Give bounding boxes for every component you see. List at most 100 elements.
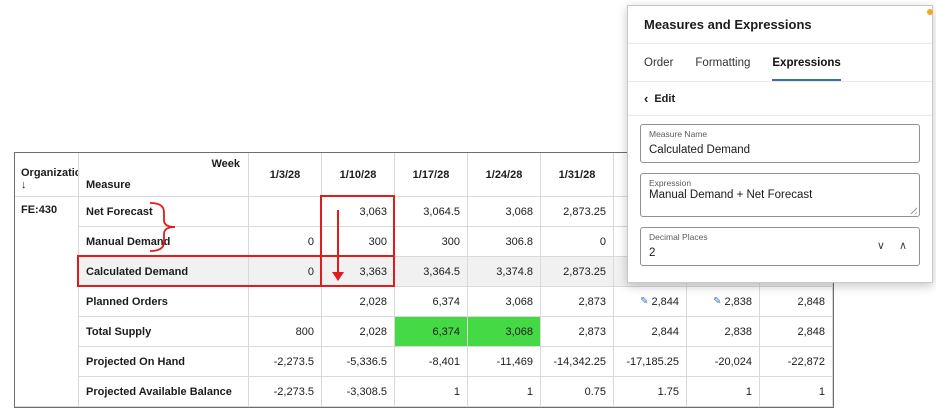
column-header[interactable]: 1/17/28 — [395, 153, 468, 197]
value-cell[interactable]: -2,273.5 — [249, 347, 322, 377]
tab-formatting[interactable]: Formatting — [695, 56, 751, 69]
measure-name-field[interactable]: Measure Name — [640, 124, 920, 163]
value-cell[interactable]: -11,469 — [468, 347, 541, 377]
measure-cell[interactable]: Total Supply — [79, 317, 249, 347]
value-cell[interactable]: 2,873 — [541, 287, 614, 317]
column-header[interactable]: 1/3/28 — [249, 153, 322, 197]
value-cell[interactable]: 3,374.8 — [468, 257, 541, 287]
value-cell[interactable]: 0.75 — [541, 377, 614, 407]
value-cell[interactable]: 6,374 — [395, 317, 468, 347]
firm-icon: ✎ — [713, 295, 722, 307]
value-cell[interactable]: -8,401 — [395, 347, 468, 377]
value-cell[interactable]: 800 — [249, 317, 322, 347]
value-cell[interactable]: 2,873 — [541, 317, 614, 347]
chevron-up-icon[interactable]: ∧ — [898, 240, 907, 252]
value-cell[interactable]: 3,364.5 — [395, 257, 468, 287]
value-cell[interactable]: 0 — [249, 227, 322, 257]
value-cell[interactable]: 3,363 — [322, 257, 395, 287]
value-cell[interactable]: 1 — [395, 377, 468, 407]
chevron-left-icon: ‹ — [644, 91, 649, 106]
value-cell[interactable]: 3,063 — [322, 197, 395, 227]
value-cell[interactable]: ✎ 2,844 — [614, 287, 687, 317]
measure-name-input[interactable] — [649, 144, 911, 156]
measure-cell[interactable]: Projected On Hand — [79, 347, 249, 377]
value-cell[interactable]: 2,028 — [322, 317, 395, 347]
value-cell[interactable] — [249, 287, 322, 317]
cell-value: 2,838 — [724, 295, 752, 308]
resize-handle-icon[interactable] — [908, 205, 917, 214]
value-cell[interactable]: -20,024 — [687, 347, 760, 377]
cell-value: 2,873.25 — [563, 205, 606, 218]
cell-value: 3,064.5 — [423, 205, 460, 218]
value-cell[interactable]: 2,844 — [614, 317, 687, 347]
value-cell[interactable]: ✎ 2,838 — [687, 287, 760, 317]
value-cell[interactable]: 300 — [322, 227, 395, 257]
expression-input[interactable]: Manual Demand + Net Forecast — [649, 189, 911, 207]
value-cell[interactable]: -5,336.5 — [322, 347, 395, 377]
cell-value: 3,374.8 — [496, 265, 533, 278]
column-header[interactable]: 1/31/28 — [541, 153, 614, 197]
value-cell[interactable]: 1.75 — [614, 377, 687, 407]
sort-descending-icon: ↓ — [21, 179, 27, 192]
value-cell[interactable]: 2,838 — [687, 317, 760, 347]
cell-value: 2,028 — [359, 325, 387, 338]
measure-cell[interactable]: Manual Demand — [79, 227, 249, 257]
decimal-places-field[interactable]: Decimal Places ∨ ∧ — [640, 227, 920, 266]
column-header[interactable]: 1/24/28 — [468, 153, 541, 197]
value-cell[interactable]: 2,848 — [760, 287, 833, 317]
cell-value: 3,364.5 — [423, 265, 460, 278]
measure-cell[interactable]: Planned Orders — [79, 287, 249, 317]
value-cell[interactable]: 1 — [687, 377, 760, 407]
decimal-places-spinner: ∨ ∧ — [877, 241, 911, 252]
value-cell[interactable]: 2,028 — [322, 287, 395, 317]
decimal-places-input[interactable] — [649, 247, 877, 259]
value-cell[interactable]: -17,185.25 — [614, 347, 687, 377]
value-cell[interactable] — [249, 197, 322, 227]
value-cell[interactable]: 300 — [395, 227, 468, 257]
value-cell[interactable]: -22,872 — [760, 347, 833, 377]
measure-cell[interactable]: Calculated Demand — [79, 257, 249, 287]
cell-value: 2,028 — [359, 295, 387, 308]
value-cell[interactable]: 0 — [249, 257, 322, 287]
value-cell[interactable]: 0 — [541, 227, 614, 257]
value-cell[interactable]: 3,068 — [468, 317, 541, 347]
value-cell[interactable]: 306.8 — [468, 227, 541, 257]
value-cell[interactable]: 2,873.25 — [541, 257, 614, 287]
decimal-places-label: Decimal Places — [649, 232, 708, 242]
tab-order[interactable]: Order — [644, 56, 674, 69]
value-cell[interactable]: 3,068 — [468, 197, 541, 227]
cell-value: 300 — [441, 235, 460, 248]
panel-fields: Measure Name Expression Manual Demand + … — [628, 116, 932, 274]
edit-back-button[interactable]: ‹ Edit — [628, 82, 932, 116]
cell-value: 3,068 — [505, 295, 533, 308]
cell-value: 3,363 — [359, 265, 387, 278]
value-cell[interactable]: 3,064.5 — [395, 197, 468, 227]
cell-value: 2,844 — [651, 295, 679, 308]
cell-value: 3,068 — [505, 325, 533, 338]
notification-dot — [927, 9, 933, 15]
value-cell[interactable]: 3,068 — [468, 287, 541, 317]
cell-value: 800 — [295, 325, 314, 338]
cell-value: -14,342.25 — [553, 355, 606, 368]
organization-label: Organization — [21, 166, 78, 179]
measure-name-label: Measure Name — [649, 129, 708, 139]
value-cell[interactable]: 2,873.25 — [541, 197, 614, 227]
value-cell[interactable]: -3,308.5 — [322, 377, 395, 407]
value-cell[interactable]: 1 — [760, 377, 833, 407]
organization-column-header[interactable]: Organization ↓ — [15, 153, 79, 197]
value-cell[interactable]: -2,273.5 — [249, 377, 322, 407]
cell-value: 0.75 — [584, 385, 606, 398]
value-cell[interactable]: 2,848 — [760, 317, 833, 347]
measure-cell[interactable]: Net Forecast — [79, 197, 249, 227]
measure-cell[interactable]: Projected Available Balance — [79, 377, 249, 407]
cell-value: 2,873 — [578, 295, 606, 308]
value-cell[interactable]: 6,374 — [395, 287, 468, 317]
cell-value: 2,838 — [724, 325, 752, 338]
value-cell[interactable]: 1 — [468, 377, 541, 407]
chevron-down-icon[interactable]: ∨ — [876, 240, 885, 252]
column-header[interactable]: 1/10/28 — [322, 153, 395, 197]
expression-field[interactable]: Expression Manual Demand + Net Forecast — [640, 173, 920, 217]
value-cell[interactable]: -14,342.25 — [541, 347, 614, 377]
tab-expressions[interactable]: Expressions — [772, 44, 842, 81]
